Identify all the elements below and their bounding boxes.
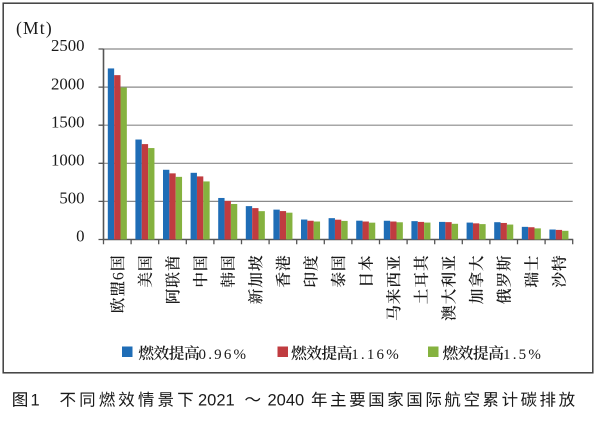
svg-text:1000: 1000: [51, 151, 85, 170]
svg-text:0: 0: [76, 227, 84, 246]
svg-text:1.16%: 1.16%: [351, 347, 401, 363]
svg-text:1: 1: [31, 392, 40, 410]
svg-text:(Mt): (Mt): [16, 18, 53, 38]
svg-text:1.5%: 1.5%: [503, 347, 543, 363]
svg-text:2021: 2021: [198, 392, 235, 410]
svg-text:1500: 1500: [51, 112, 85, 131]
svg-text:2000: 2000: [51, 74, 85, 93]
svg-text:2500: 2500: [51, 36, 85, 55]
svg-text:0.96%: 0.96%: [199, 347, 249, 363]
svg-text:500: 500: [59, 189, 84, 208]
svg-text:2040: 2040: [268, 392, 305, 410]
